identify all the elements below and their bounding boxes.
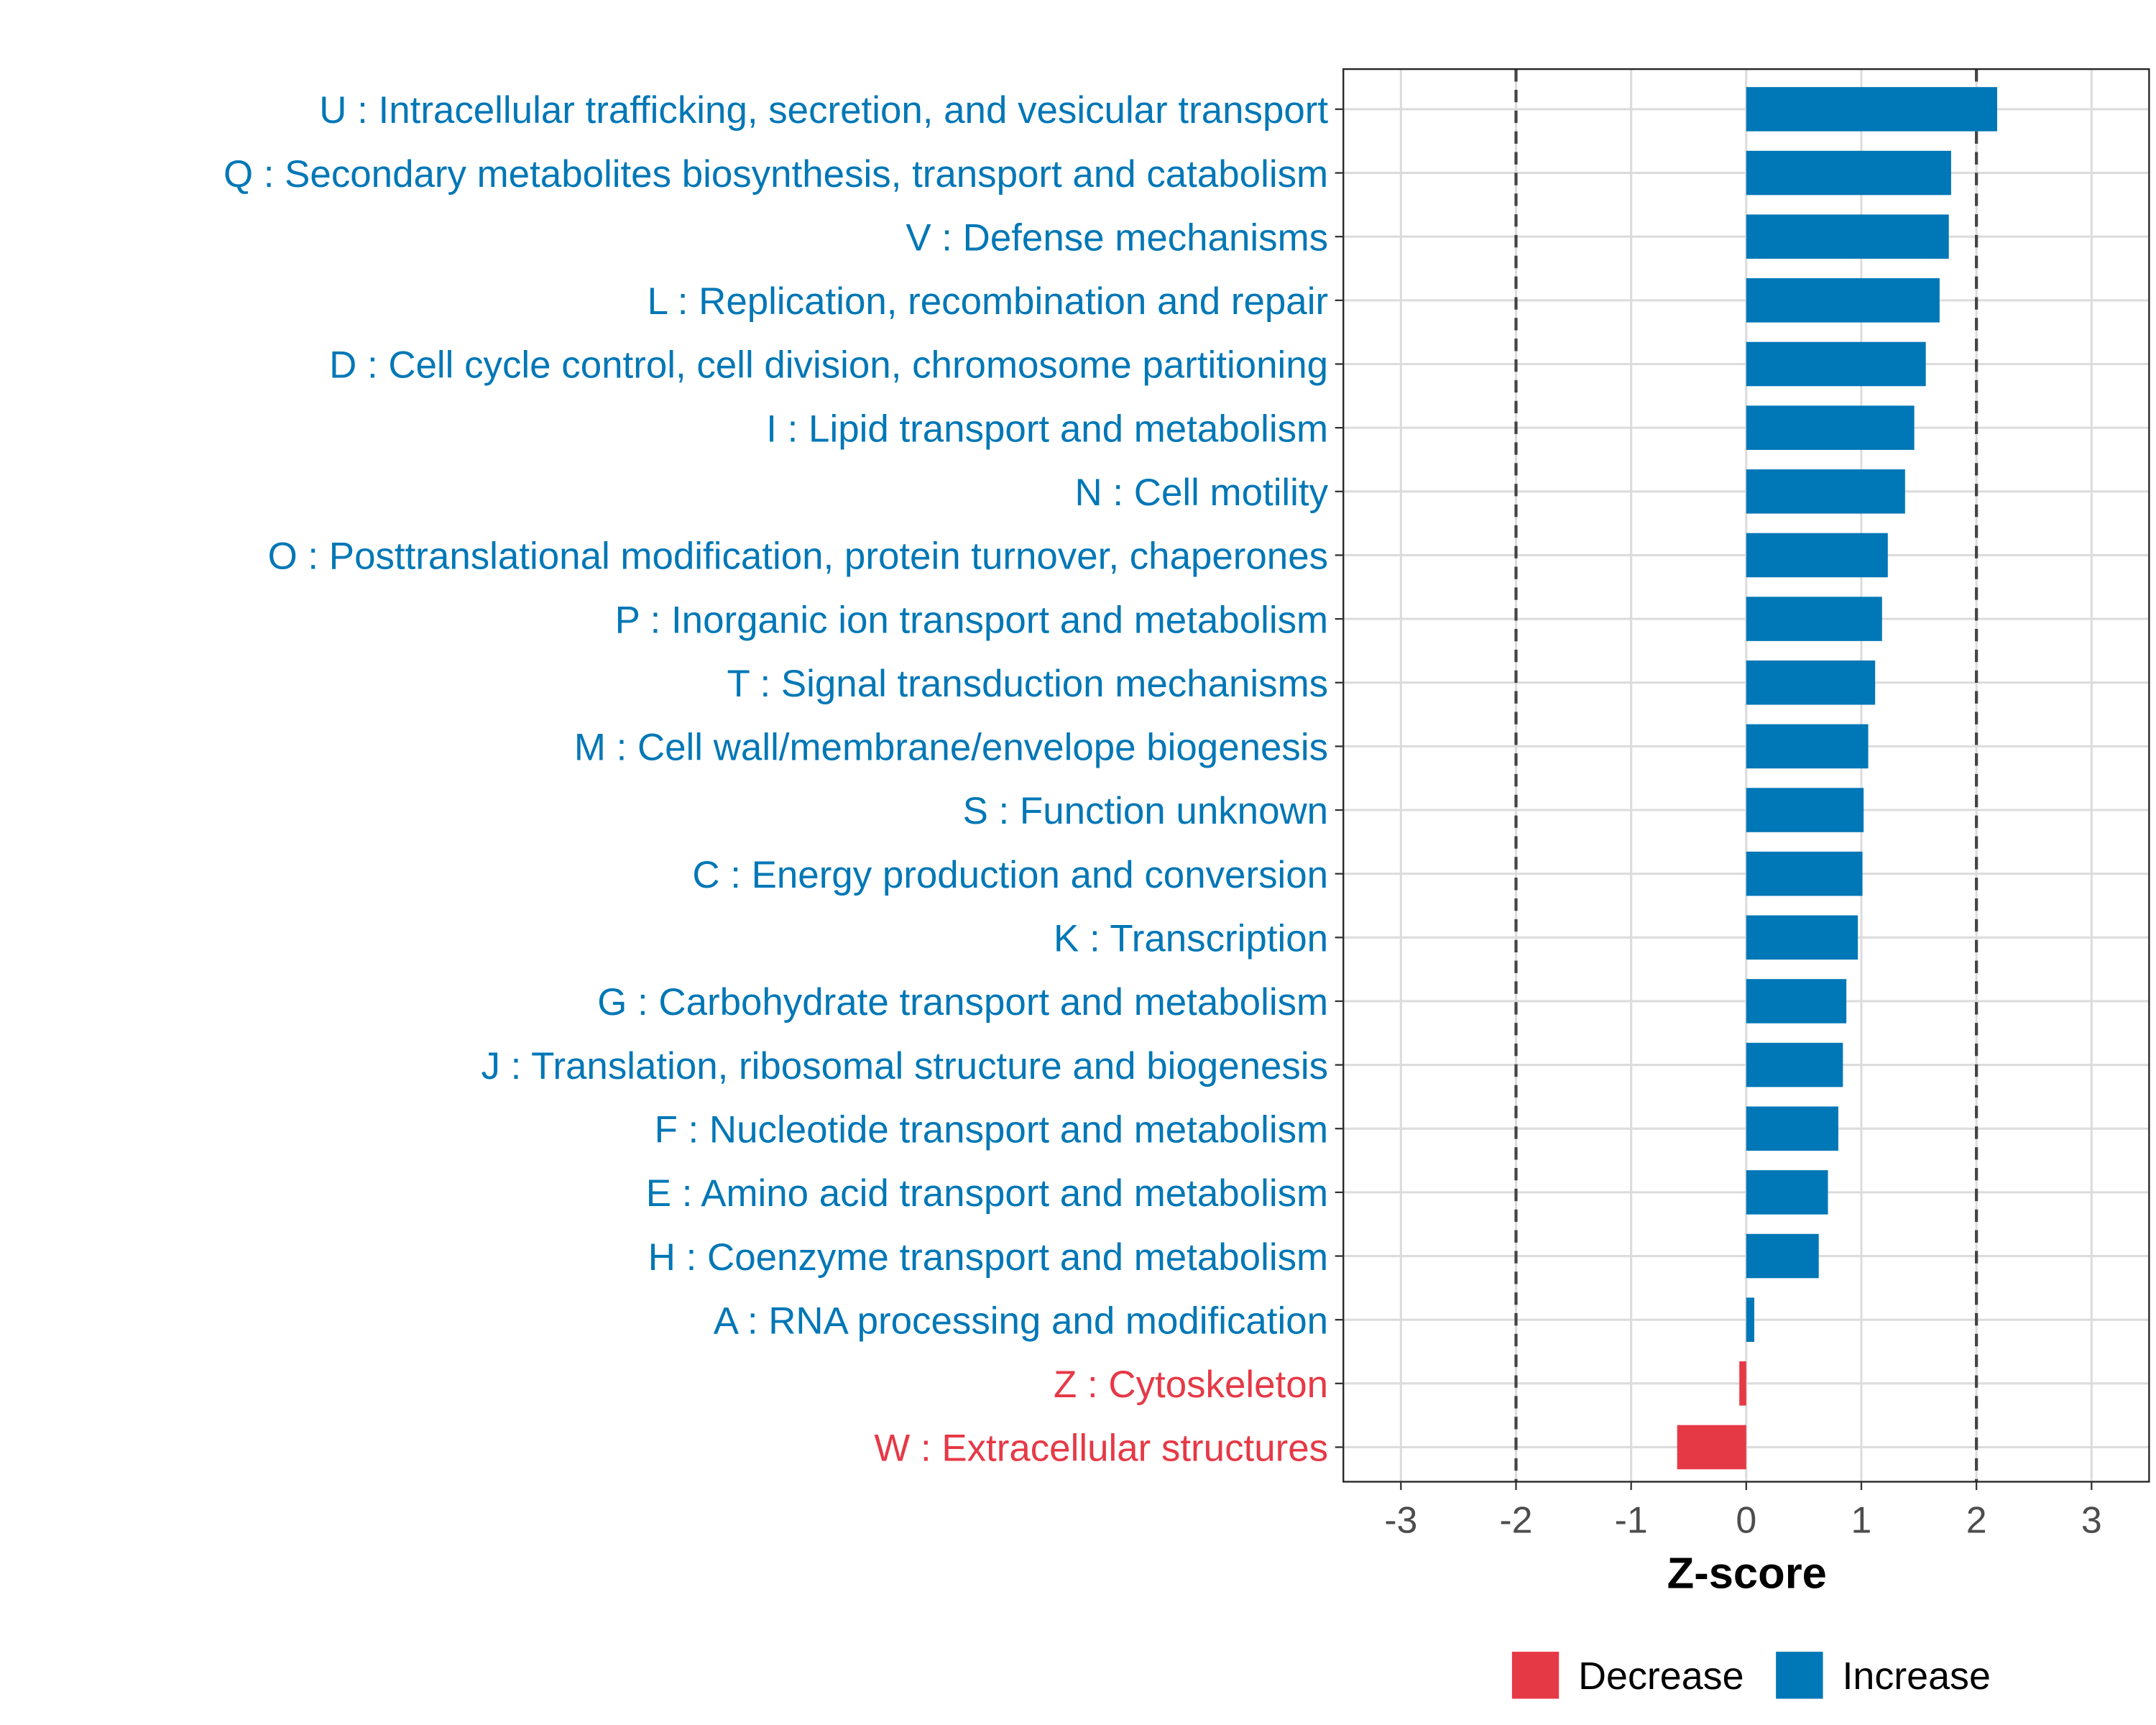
bar [1746,150,1951,196]
bars [1677,87,1997,1470]
category-label: A : RNA processing and modification [714,1300,1328,1342]
bar [1746,1106,1838,1151]
category-label: U : Intracellular trafficking, secretion… [319,89,1328,132]
bar [1746,341,1926,387]
category-label: D : Cell cycle control, cell division, c… [329,344,1328,387]
x-tick-label: 0 [1736,1500,1756,1542]
bar [1746,87,1997,132]
category-label: T : Signal transduction mechanisms [727,663,1328,705]
category-label: S : Function unknown [963,790,1328,832]
category-label: G : Carbohydrate transport and metabolis… [597,981,1328,1024]
category-label: Q : Secondary metabolites biosynthesis, … [224,153,1328,196]
bar [1746,214,1949,259]
reference-lines [1514,69,1978,1482]
legend-label: Decrease [1578,1655,1743,1698]
bar [1746,533,1888,578]
bar [1746,405,1915,450]
bar [1746,1042,1843,1087]
x-tick-labels: -3 -2 -1 0 1 2 3 [1384,1481,2102,1542]
category-label: L : Replication, recombination and repai… [648,280,1328,323]
bar [1746,851,1863,896]
bar [1746,915,1858,960]
category-label: F : Nucleotide transport and metabolism [655,1108,1329,1151]
bar [1746,1233,1819,1279]
x-axis-title: Z-score [1667,1549,1827,1598]
category-label: I : Lipid transport and metabolism [766,408,1328,450]
bar [1746,788,1864,832]
category-label: V : Defense mechanisms [906,216,1328,259]
bar [1746,1297,1755,1342]
legend-key [1776,1652,1823,1699]
bar [1739,1361,1746,1406]
category-label: H : Coenzyme transport and metabolism [648,1236,1328,1279]
x-tick-label: 3 [2081,1500,2102,1542]
category-label: O : Posttranslational modification, prot… [268,535,1328,578]
bar [1746,1170,1828,1215]
legend-key [1511,1652,1560,1699]
category-label: J : Translation, ribosomal structure and… [482,1045,1329,1087]
x-tick-label: 2 [1966,1500,1987,1542]
bar [1746,278,1940,323]
bar [1746,724,1869,769]
category-label: C : Energy production and conversion [692,854,1328,896]
category-label: Z : Cytoskeleton [1054,1363,1328,1406]
legend: Decrease Increase [1511,1652,1991,1699]
category-labels: U : Intracellular trafficking, secretion… [224,89,1344,1470]
legend-label: Increase [1842,1655,1990,1698]
category-label: P : Inorganic ion transport and metaboli… [615,599,1328,641]
x-tick-label: 1 [1851,1500,1872,1542]
x-tick-label: -2 [1499,1500,1532,1542]
category-label: W : Extracellular structures [874,1427,1328,1470]
bar [1677,1425,1746,1470]
x-tick-label: -1 [1615,1500,1648,1542]
bar [1746,979,1847,1024]
bar [1746,660,1876,705]
category-label: N : Cell motility [1075,472,1329,514]
category-label: K : Transcription [1054,918,1328,960]
category-label: M : Cell wall/membrane/envelope biogenes… [574,727,1328,769]
category-label: E : Amino acid transport and metabolism [646,1172,1328,1215]
bar [1746,597,1882,641]
bar [1746,469,1905,514]
x-tick-label: -3 [1384,1500,1417,1542]
